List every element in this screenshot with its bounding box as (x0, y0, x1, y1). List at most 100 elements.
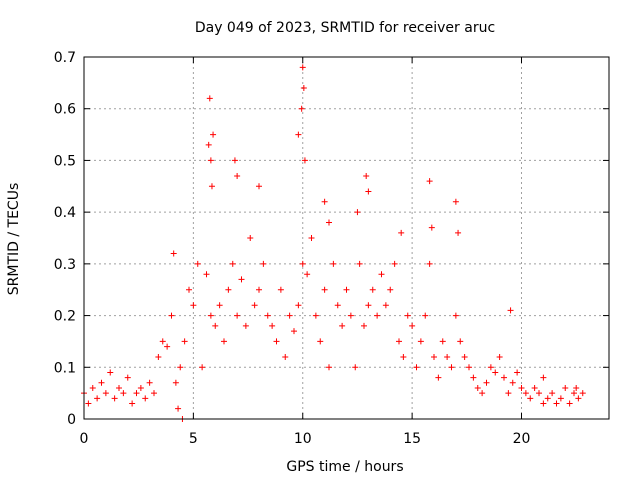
data-point (439, 338, 446, 345)
data-point (137, 384, 144, 391)
data-point (505, 390, 512, 397)
data-point (317, 338, 324, 345)
data-point (363, 172, 370, 179)
data-point (312, 312, 319, 319)
data-point (579, 390, 586, 397)
data-point (396, 338, 402, 345)
data-point (102, 390, 109, 397)
data-point (146, 379, 153, 386)
data-point (527, 395, 534, 402)
data-point (159, 338, 166, 345)
data-point (470, 374, 477, 381)
data-point (170, 250, 177, 257)
data-point (172, 379, 179, 386)
y-tick-label: 0.6 (54, 102, 76, 118)
data-point (466, 364, 472, 371)
data-point (205, 141, 212, 148)
data-point (234, 172, 241, 179)
data-point (387, 286, 394, 293)
data-point (264, 312, 271, 319)
data-point (365, 302, 372, 309)
data-point (382, 302, 389, 309)
data-point (457, 338, 464, 345)
data-point (365, 188, 372, 195)
data-point (142, 395, 149, 402)
data-point (190, 302, 197, 309)
data-point (509, 379, 516, 386)
data-point (298, 105, 305, 112)
data-point (229, 260, 236, 267)
data-point (291, 328, 297, 335)
data-point (330, 260, 337, 267)
data-point (251, 302, 258, 309)
data-point (286, 312, 293, 319)
chart-title: Day 049 of 2023, SRMTID for receiver aru… (195, 20, 495, 36)
data-point (455, 229, 462, 236)
data-point (207, 157, 214, 164)
y-tick-label: 0.5 (54, 153, 76, 169)
data-point (116, 384, 122, 391)
data-point (514, 369, 521, 376)
x-tick-label: 5 (189, 431, 198, 447)
data-point (487, 364, 494, 371)
data-point (404, 312, 411, 319)
data-point (531, 384, 538, 391)
data-point (164, 343, 171, 350)
data-point (207, 312, 214, 319)
data-point (277, 286, 284, 293)
data-point (177, 364, 184, 371)
y-tick-label: 0.7 (54, 50, 76, 66)
data-point (378, 271, 385, 278)
x-tick-label: 0 (80, 431, 89, 447)
data-point (479, 390, 486, 397)
data-point (452, 312, 459, 319)
data-point (417, 338, 424, 345)
data-point (295, 131, 302, 138)
data-point (295, 302, 302, 309)
data-point (120, 390, 127, 397)
data-point (496, 353, 503, 360)
data-point (247, 235, 254, 241)
data-point (557, 395, 564, 402)
data-point (391, 260, 398, 267)
y-axis-label: SRMTID / TECUs (6, 183, 22, 296)
data-point (566, 400, 573, 407)
data-point (216, 302, 223, 309)
x-tick-label: 15 (403, 431, 421, 447)
data-point (186, 286, 192, 293)
x-tick-label: 10 (294, 431, 312, 447)
data-point (413, 364, 420, 371)
data-point (111, 395, 118, 402)
data-point (256, 286, 262, 293)
data-point (256, 183, 262, 190)
data-point (369, 286, 376, 293)
data-point (522, 390, 529, 397)
data-point (300, 85, 307, 92)
data-point (347, 312, 354, 319)
data-point (98, 379, 105, 386)
data-point (194, 260, 201, 267)
data-point (212, 322, 219, 329)
data-point (208, 183, 215, 190)
data-point (374, 312, 381, 319)
data-point (301, 157, 308, 164)
data-point (299, 64, 306, 71)
data-point (231, 157, 238, 164)
data-point (199, 364, 206, 371)
data-point (94, 395, 101, 402)
y-tick-label: 0.2 (54, 309, 76, 325)
data-point (540, 374, 547, 381)
data-point (501, 374, 507, 381)
data-point (89, 384, 96, 391)
data-point (282, 353, 289, 360)
data-point (181, 338, 188, 345)
data-point (544, 395, 551, 402)
data-point (238, 276, 245, 283)
data-point (304, 271, 311, 278)
data-point (492, 369, 499, 376)
data-point (575, 395, 582, 402)
data-point (206, 95, 213, 102)
data-point (321, 198, 328, 205)
data-point (354, 209, 361, 216)
data-point (452, 198, 459, 205)
